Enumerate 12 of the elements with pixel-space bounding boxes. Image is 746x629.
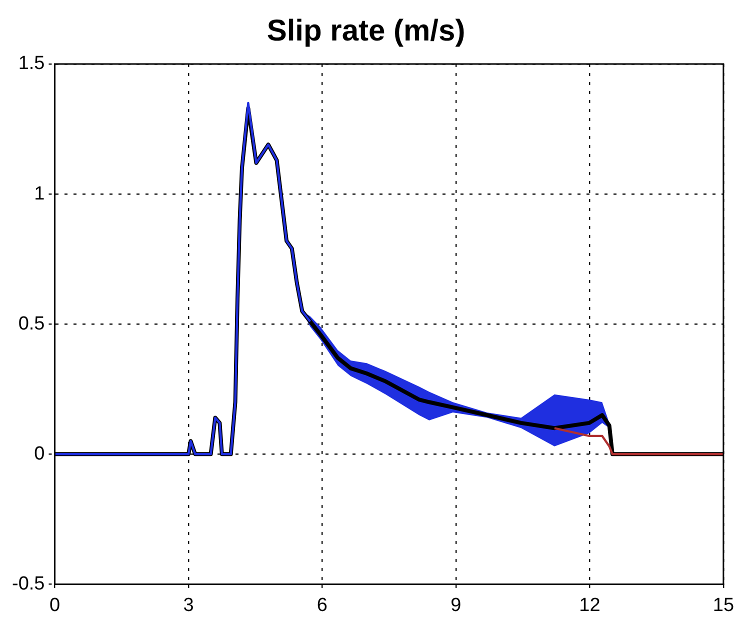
x-tick-label: 3 <box>183 594 194 616</box>
y-tick-label: 1 <box>34 183 45 204</box>
x-tick-label: 6 <box>316 594 328 616</box>
x-tick-label: 9 <box>450 594 462 616</box>
y-tick-label: 1.5 <box>18 53 45 74</box>
chart-title: Slip rate (m/s) <box>266 14 466 48</box>
y-tick-label: 0.5 <box>18 313 45 334</box>
y-tick-label: 0 <box>34 443 45 464</box>
y-tick-label: -0.5 <box>12 573 45 594</box>
x-tick-label: 15 <box>712 594 734 616</box>
x-tick-label: 0 <box>49 594 60 616</box>
x-tick-label: 12 <box>579 594 600 616</box>
